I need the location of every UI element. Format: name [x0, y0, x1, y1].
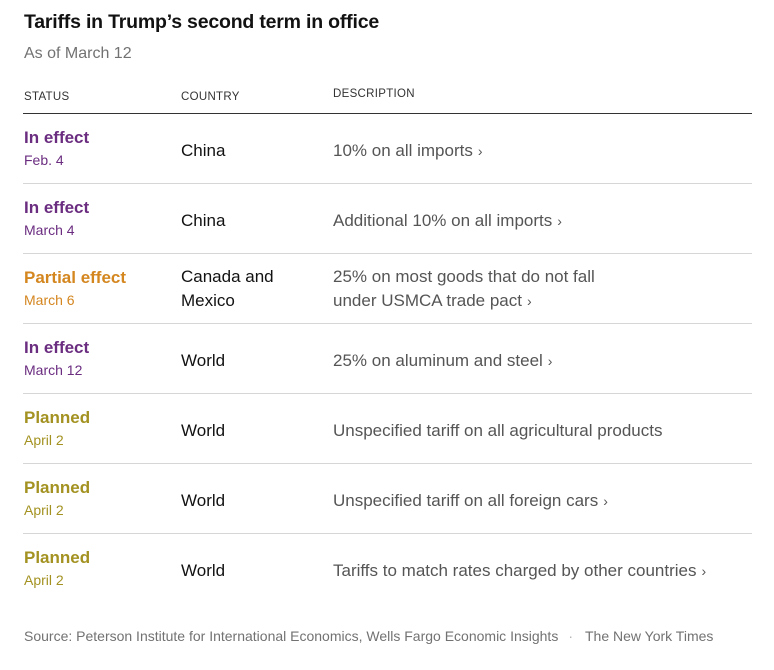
chevron-right-icon: ›: [526, 293, 532, 309]
description-link[interactable]: Tariffs to match rates charged by other …: [333, 559, 753, 583]
country-cell: World: [181, 351, 226, 370]
status-date: March 6: [24, 292, 75, 308]
status-date: April 2: [24, 432, 64, 448]
chevron-right-icon: ›: [547, 353, 553, 369]
column-header-country: COUNTRY: [181, 91, 240, 103]
table-row: Planned April 2 World Unspecified tariff…: [23, 464, 752, 534]
table-row: In effect March 12 World 25% on aluminum…: [23, 324, 752, 394]
status-label: Planned: [24, 408, 91, 427]
page-subtitle: As of March 12: [24, 45, 132, 62]
description-text: 10% on all imports: [333, 141, 473, 160]
source-note: Source: Peterson Institute for Internati…: [24, 623, 744, 649]
chevron-right-icon: ›: [603, 493, 608, 509]
country-cell: Canada and Mexico: [181, 267, 274, 310]
tariff-table: STATUS COUNTRY DESCRIPTION In effect Feb…: [23, 88, 752, 604]
description-link[interactable]: Additional 10% on all imports ›: [333, 209, 753, 233]
description-text: Unspecified tariff on all agricultural p…: [333, 421, 663, 440]
description-text: 25% on most goods that do not fall under…: [333, 267, 595, 310]
chevron-right-icon: ›: [701, 563, 707, 579]
page-title: Tariffs in Trump’s second term in office: [24, 11, 379, 33]
column-header-status: STATUS: [24, 91, 70, 103]
country-cell: China: [181, 211, 226, 230]
country-cell: China: [181, 141, 226, 160]
table-row: In effect March 4 China Additional 10% o…: [23, 184, 752, 254]
status-date: April 2: [24, 502, 64, 518]
status-date: March 12: [24, 362, 83, 378]
credit-text: The New York Times: [585, 628, 714, 644]
status-label: Partial effect: [24, 268, 127, 287]
description-link[interactable]: 10% on all imports ›: [333, 139, 753, 163]
country-cell: World: [181, 421, 226, 440]
status-date: Feb. 4: [24, 152, 64, 168]
status-label: Planned: [24, 478, 91, 497]
description-text: Tariffs to match rates charged by other …: [333, 561, 697, 580]
source-text: Source: Peterson Institute for Internati…: [24, 628, 559, 644]
description-link[interactable]: 25% on aluminum and steel ›: [333, 349, 753, 373]
column-header-description: DESCRIPTION: [333, 88, 415, 100]
description-link[interactable]: Unspecified tariff on all foreign cars ›: [333, 489, 753, 513]
table-row: Partial effect March 6 Canada and Mexico…: [23, 254, 752, 324]
table-row: In effect Feb. 4 China 10% on all import…: [23, 114, 752, 184]
country-cell: World: [181, 561, 226, 580]
description-text: Additional 10% on all imports: [333, 211, 553, 230]
status-date: April 2: [24, 572, 64, 588]
status-label: In effect: [24, 128, 90, 147]
status-label: Planned: [24, 548, 91, 567]
country-cell: World: [181, 491, 226, 510]
status-date: March 4: [24, 222, 75, 238]
chevron-right-icon: ›: [477, 143, 483, 159]
table-row: Planned April 2 World Unspecified tariff…: [23, 394, 752, 464]
status-label: In effect: [24, 338, 90, 357]
separator-dot: ·: [568, 628, 573, 644]
status-label: In effect: [24, 198, 90, 217]
description-text: Unspecified tariff on all foreign cars: [333, 491, 599, 510]
table-header: STATUS COUNTRY DESCRIPTION: [23, 88, 752, 114]
description-text: 25% on aluminum and steel: [333, 351, 543, 370]
table-row: Planned April 2 World Tariffs to match r…: [23, 534, 752, 604]
chevron-right-icon: ›: [557, 213, 562, 229]
description-link[interactable]: 25% on most goods that do not fall under…: [333, 265, 608, 313]
